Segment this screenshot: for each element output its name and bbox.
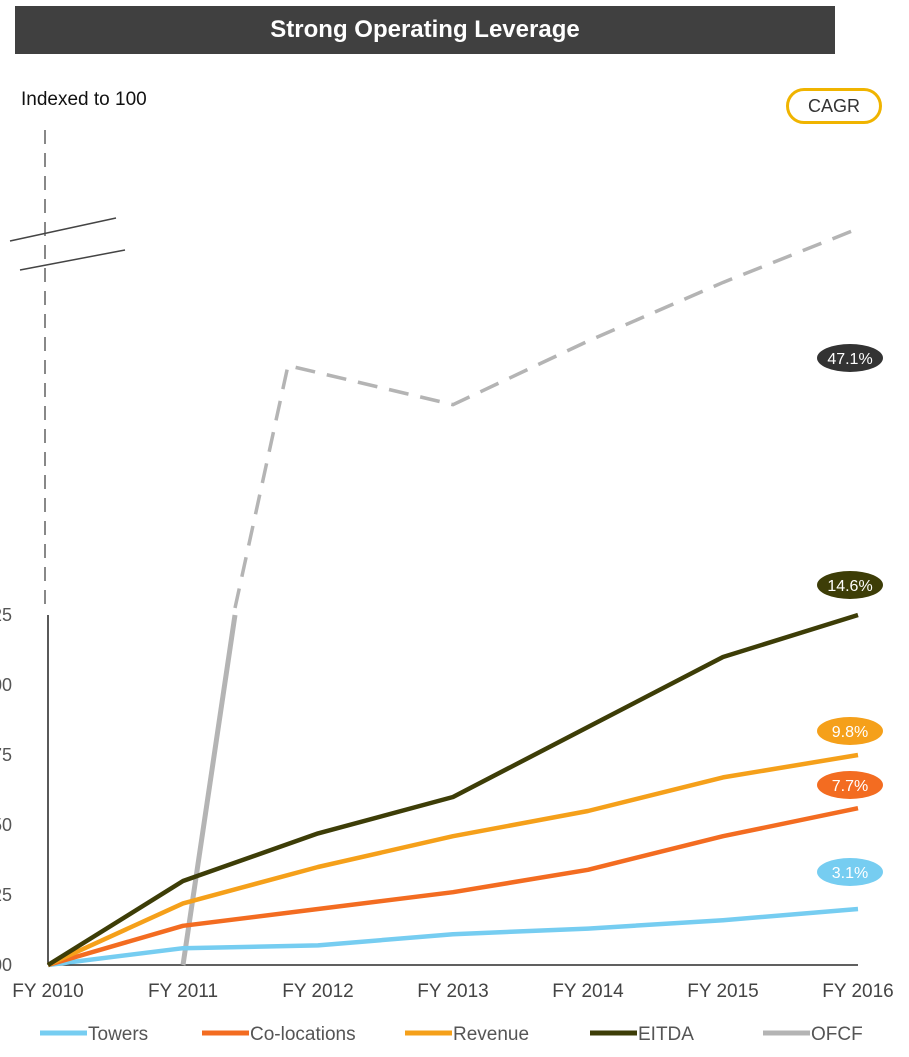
y-tick-label: 00 xyxy=(0,955,12,975)
series-line-revenue xyxy=(47,752,859,968)
y-tick-label: 50 xyxy=(0,815,12,835)
cagr-pill-label: 7.7% xyxy=(832,778,868,795)
y-tick-label: 00 xyxy=(0,675,12,695)
cagr-pill xyxy=(817,344,883,372)
legend-label: EITDA xyxy=(638,1024,694,1045)
series-line-towers xyxy=(47,906,859,968)
cagr-pill-label: 47.1% xyxy=(827,351,872,368)
cagr-pill xyxy=(817,571,883,599)
x-tick-label: FY 2012 xyxy=(282,981,353,1002)
y-tick-label: 25 xyxy=(0,605,12,625)
chart-subtitle: Indexed to 100 xyxy=(21,89,147,110)
x-tick-label: FY 2011 xyxy=(148,981,218,1002)
cagr-pill xyxy=(817,858,883,886)
cagr-pill xyxy=(817,771,883,799)
cagr-badge: CAGR xyxy=(786,88,882,124)
cagr-label: CAGR xyxy=(807,95,860,116)
axis-break-mark xyxy=(19,249,126,271)
legend-label: Towers xyxy=(88,1024,148,1045)
x-tick-label: FY 2010 xyxy=(12,981,83,1002)
x-tick-label: FY 2014 xyxy=(552,981,624,1002)
legend-label: Co-locations xyxy=(250,1024,356,1045)
chart-title-banner: Strong Operating Leverage xyxy=(15,6,835,54)
series-line-ofcf xyxy=(180,614,238,966)
legend-label: OFCF xyxy=(811,1024,863,1045)
series-line-ofcf-projected xyxy=(233,227,859,609)
series-line-co-locations xyxy=(47,805,859,968)
series-line-eitda xyxy=(46,612,859,967)
cagr-pill-label: 14.6% xyxy=(827,578,872,595)
cagr-pill xyxy=(817,717,883,745)
y-tick-label: 75 xyxy=(0,745,12,765)
axis-break-mark xyxy=(9,217,117,242)
legend-label: Revenue xyxy=(453,1024,529,1045)
cagr-pill-label: 9.8% xyxy=(832,724,868,741)
cagr-pill-label: 3.1% xyxy=(832,865,868,882)
x-tick-label: FY 2015 xyxy=(687,981,758,1002)
y-tick-label: 25 xyxy=(0,885,12,905)
x-tick-label: FY 2013 xyxy=(417,981,488,1002)
chart-title: Strong Operating Leverage xyxy=(270,16,580,43)
x-tick-label: FY 2016 xyxy=(822,981,893,1002)
